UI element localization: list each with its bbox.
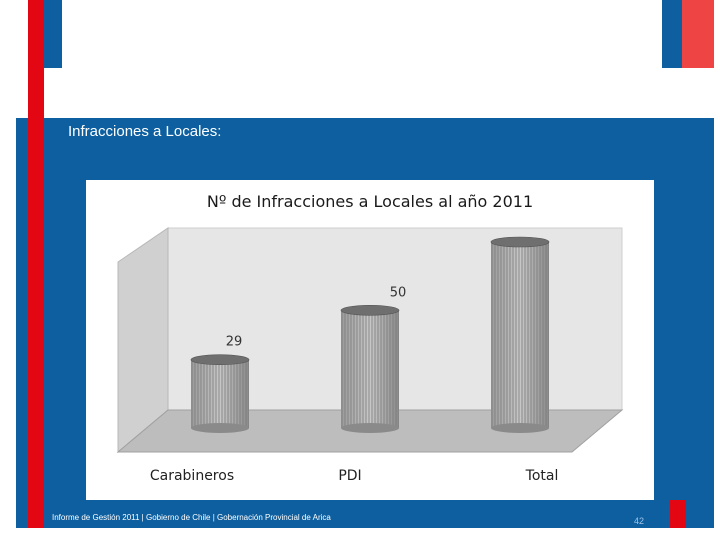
chart-panel: Nº de Infracciones a Locales al año 2011…	[86, 180, 654, 500]
bottom-strip	[16, 528, 714, 540]
section-heading: Infracciones a Locales:	[68, 123, 222, 140]
x-tick-label: PDI	[338, 468, 361, 484]
footer-red-block	[670, 500, 686, 530]
bar-pdi	[340, 304, 400, 433]
page-number: 42	[634, 516, 645, 526]
red-accent-bar	[28, 0, 44, 540]
data-label-pdi: 50	[390, 285, 407, 300]
data-label-carabineros: 29	[226, 335, 243, 350]
x-tick-label: Total	[525, 468, 559, 484]
bar-total	[490, 236, 550, 433]
bar-chart: Nº de Infracciones a Locales al año 2011…	[116, 192, 624, 484]
x-tick-label: Carabineros	[150, 468, 234, 484]
flag-blue-block	[662, 0, 682, 68]
bar-carabineros	[190, 354, 250, 433]
footer-text: Informe de Gestión 2011 | Gobierno de Ch…	[52, 513, 331, 522]
flag-red-block	[682, 0, 714, 68]
footer-blue-block	[686, 500, 714, 530]
blue-accent-block	[44, 0, 62, 68]
chart-title: Nº de Infracciones a Locales al año 2011	[207, 192, 533, 211]
